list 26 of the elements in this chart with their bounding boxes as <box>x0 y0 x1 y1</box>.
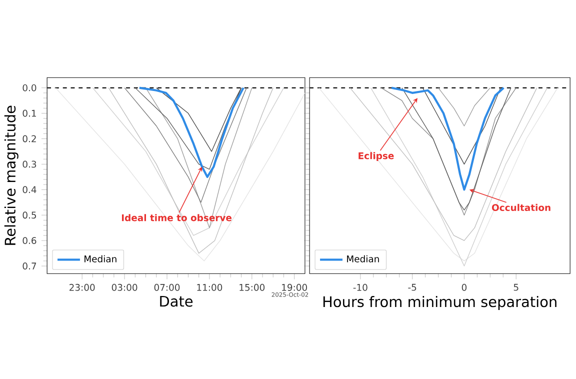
x-axis-title: Hours from minimum separation <box>323 296 556 310</box>
x-tick-label: 0 <box>462 284 467 291</box>
y-tick-label: 0.0 <box>22 84 36 92</box>
y-tick-label: 0.2 <box>22 135 36 142</box>
annotation: Occultation <box>492 204 550 212</box>
y-tick-label: 0.7 <box>22 262 36 270</box>
x-tick-label: 03:00 <box>112 284 138 291</box>
y-tick-label: 0.1 <box>22 110 36 117</box>
x-tick-label: -5 <box>408 284 416 291</box>
x-axis-title: Date <box>160 296 193 307</box>
x-tick-label: 23:00 <box>70 284 95 291</box>
annotation: Ideal time to observe <box>122 214 232 222</box>
x-tick-label: 11:00 <box>197 284 222 291</box>
x-tick-label: 5 <box>514 284 518 291</box>
x-tick-label: 15:00 <box>240 284 265 291</box>
x-tick-label: 19:00 <box>282 284 307 291</box>
y-axis-title: Relative magnitude <box>4 106 18 245</box>
y-tick-label: 0.6 <box>22 237 36 244</box>
y-tick-label: 0.5 <box>22 212 36 219</box>
y-tick-label: 0.3 <box>22 160 36 168</box>
x-tick-label: -10 <box>353 284 368 291</box>
y-tick-label: 0.4 <box>22 186 36 194</box>
legend-label: Median <box>84 255 116 262</box>
x-tick-label: 07:00 <box>154 284 180 291</box>
annotation: Eclipse <box>358 152 394 162</box>
legend-label: Median <box>347 255 379 262</box>
